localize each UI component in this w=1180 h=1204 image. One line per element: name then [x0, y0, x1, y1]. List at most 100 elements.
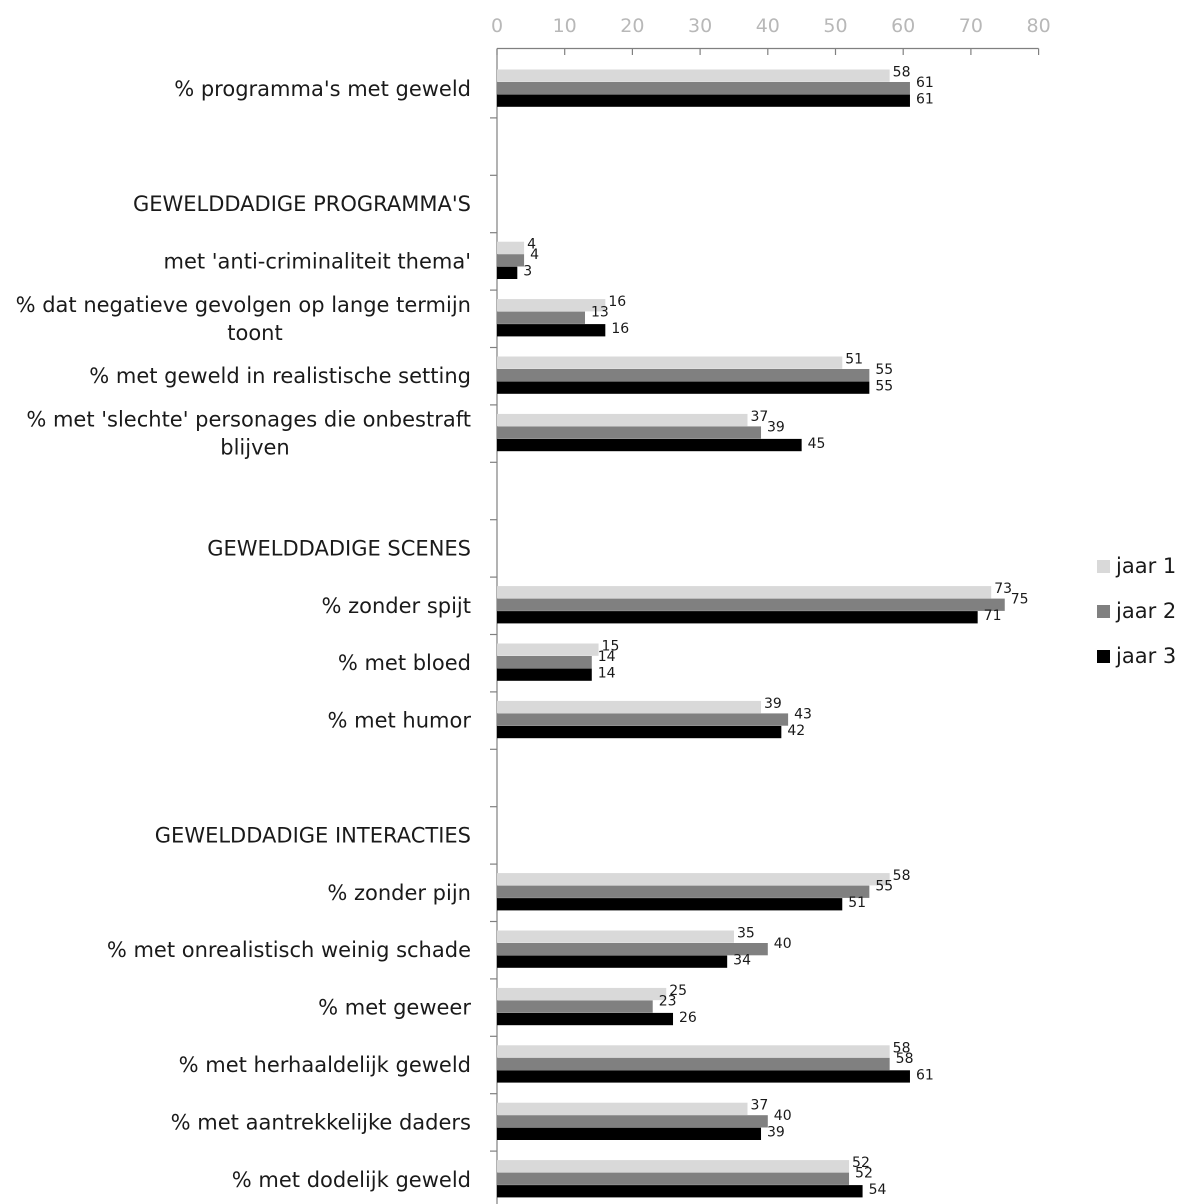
bar-jaar-2 — [497, 82, 910, 95]
data-label: 55 — [875, 879, 893, 895]
data-label: 26 — [679, 1010, 697, 1026]
bar-jaar-1 — [497, 700, 762, 714]
bar-jaar-1 — [497, 1160, 850, 1173]
category-label: toont — [227, 321, 282, 345]
data-label: 42 — [787, 723, 805, 739]
category-label: % zonder pijn — [327, 881, 471, 905]
bar-jaar-2 — [497, 426, 762, 439]
bar-jaar-1 — [497, 873, 890, 886]
bar-jaar-3 — [497, 94, 910, 107]
bar-jaar-3 — [497, 611, 978, 624]
axes — [490, 47, 1039, 1204]
legend-swatch — [1097, 605, 1110, 618]
bar-jaar-3 — [497, 1070, 910, 1083]
data-label: 61 — [916, 92, 934, 108]
bar-jaar-2 — [497, 656, 592, 669]
bar-jaar-3 — [497, 955, 728, 968]
bar-jaar-2 — [497, 885, 870, 898]
bar-jaar-1 — [497, 69, 890, 82]
legend: jaar 1 jaar 2 jaar 3 — [1097, 554, 1176, 668]
bar-jaar-3 — [497, 668, 592, 681]
category-label: blijven — [220, 436, 290, 460]
data-label: 4 — [527, 237, 536, 253]
bar-jaar-1 — [497, 930, 734, 943]
data-label: 54 — [869, 1182, 887, 1198]
bar-jaar-3 — [497, 898, 843, 911]
bar-jaar-2 — [497, 943, 768, 956]
bar-jaar-2 — [497, 1000, 653, 1013]
data-label: 51 — [848, 895, 866, 911]
data-label: 25 — [669, 983, 687, 999]
legend-label: jaar 3 — [1115, 644, 1176, 668]
data-label: 37 — [750, 1098, 768, 1114]
bar-jaar-3 — [497, 381, 870, 394]
data-label: 73 — [994, 581, 1012, 597]
bar-jaar-2 — [497, 598, 1005, 611]
bar-jaar-2 — [497, 1115, 768, 1128]
category-label: met 'anti-criminaliteit thema' — [164, 249, 472, 273]
x-tick-label: 0 — [491, 15, 503, 37]
bar-jaar-2 — [497, 311, 586, 324]
bars — [497, 69, 1005, 1198]
category-label: % met humor — [328, 709, 472, 733]
data-labels: 5861614431613165155553739457375711514143… — [523, 65, 1028, 1199]
bar-jaar-1 — [497, 413, 748, 427]
data-label: 39 — [764, 696, 782, 712]
category-label: % programma's met geweld — [174, 77, 471, 101]
data-label: 51 — [845, 352, 863, 368]
data-label: 16 — [608, 294, 626, 310]
bar-jaar-1 — [497, 1045, 890, 1058]
bar-jaar-1 — [497, 1102, 748, 1115]
legend-swatch — [1097, 560, 1110, 573]
category-label: % met onrealistisch weinig schade — [107, 938, 471, 962]
category-label: % dat negatieve gevolgen op lange termij… — [16, 293, 471, 317]
bar-jaar-2 — [497, 254, 525, 267]
bar-jaar-3 — [497, 438, 802, 452]
data-label: 55 — [875, 379, 893, 395]
bar-jaar-3 — [497, 725, 782, 739]
data-label: 58 — [893, 868, 911, 884]
bar-jaar-3 — [497, 1185, 863, 1198]
x-tick-label: 60 — [891, 15, 915, 37]
bar-jaar-2 — [497, 369, 870, 382]
bar-jaar-1 — [497, 643, 599, 656]
x-tick-label: 70 — [959, 15, 983, 37]
category-label: % met dodelijk geweld — [232, 1168, 471, 1192]
data-label: 13 — [591, 305, 609, 321]
category-label: % met geweer — [318, 996, 471, 1020]
bar-jaar-1 — [497, 987, 667, 1001]
data-label: 23 — [659, 993, 677, 1009]
data-label: 61 — [916, 75, 934, 91]
category-label: % met herhaaldelijk geweld — [179, 1053, 471, 1077]
data-label: 61 — [916, 1067, 934, 1083]
category-label: % met aantrekkelijke daders — [171, 1110, 471, 1134]
bar-jaar-3 — [497, 266, 518, 279]
legend-label: jaar 1 — [1115, 554, 1176, 578]
legend-swatch — [1097, 650, 1110, 663]
data-label: 39 — [767, 419, 785, 435]
x-tick-label: 80 — [1027, 15, 1051, 37]
data-label: 35 — [737, 926, 755, 942]
data-label: 52 — [852, 1155, 870, 1171]
category-labels: % programma's met geweld GEWELDDADIGE PRO… — [16, 77, 472, 1192]
data-label: 58 — [893, 1040, 911, 1056]
bar-jaar-1 — [497, 299, 606, 312]
data-label: 4 — [530, 247, 539, 263]
data-label: 58 — [893, 65, 911, 81]
data-label: 43 — [794, 706, 812, 722]
data-label: 58 — [896, 1051, 914, 1067]
x-tick-label: 30 — [688, 15, 712, 37]
bar-jaar-1 — [497, 586, 992, 599]
data-label: 55 — [875, 362, 893, 378]
category-label: GEWELDDADIGE PROGRAMMA'S — [133, 192, 471, 216]
data-label: 40 — [774, 1108, 792, 1124]
bar-jaar-2 — [497, 1057, 890, 1071]
data-label: 3 — [523, 264, 532, 280]
data-label: 37 — [750, 409, 768, 425]
data-label: 71 — [984, 608, 1002, 624]
data-label: 40 — [774, 936, 792, 952]
data-label: 14 — [598, 649, 616, 665]
data-label: 75 — [1011, 592, 1029, 608]
category-label: % met bloed — [338, 651, 471, 675]
